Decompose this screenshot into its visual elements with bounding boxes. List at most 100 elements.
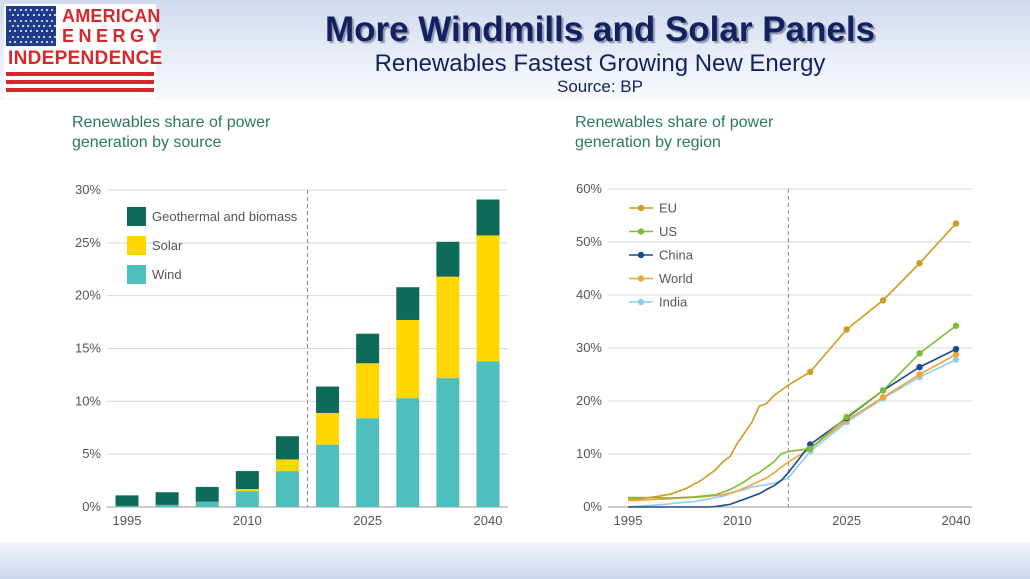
- legend-label: Wind: [152, 267, 182, 282]
- footer-band: [0, 542, 1030, 579]
- flag-star: [30, 9, 33, 11]
- logo: AMERICAN ENERGY INDEPENDENCE: [4, 4, 162, 98]
- point-eu: [843, 326, 850, 333]
- point-india: [952, 356, 960, 363]
- y-tick-label: 20%: [75, 288, 101, 303]
- flag-star: [24, 30, 27, 33]
- logo-text-line3: INDEPENDENCE: [8, 48, 163, 69]
- flag-star: [51, 30, 54, 33]
- point-world: [879, 394, 887, 401]
- bar-segment-geothermal-and-biomass: [396, 287, 420, 320]
- flag-star: [22, 24, 25, 27]
- legend-label: US: [659, 224, 677, 239]
- flag-star: [48, 24, 51, 27]
- flag-star: [27, 35, 30, 38]
- flag-star: [32, 35, 35, 38]
- flag-star: [46, 19, 49, 22]
- x-tick-label: 2040: [474, 513, 503, 528]
- bar-segment-geothermal-and-biomass: [115, 495, 139, 506]
- flag-star: [24, 9, 27, 11]
- point-eu: [916, 260, 923, 267]
- bar-segment-geothermal-and-biomass: [476, 199, 500, 236]
- bar-segment-wind: [476, 361, 500, 507]
- flag-star: [9, 30, 11, 33]
- legend-marker: [637, 298, 645, 306]
- us-flag-icon: [6, 6, 56, 46]
- point-eu: [879, 297, 887, 304]
- y-tick-label: 5%: [82, 446, 101, 461]
- flag-star: [35, 19, 38, 22]
- flag-star: [51, 9, 54, 11]
- bar-segment-geothermal-and-biomass: [195, 486, 219, 502]
- point-china: [916, 363, 923, 371]
- flag-star: [16, 14, 19, 17]
- flag-star: [48, 35, 51, 38]
- legend-swatch: [127, 236, 146, 255]
- bar-segment-wind: [155, 504, 179, 507]
- legend-swatch: [127, 207, 146, 226]
- y-tick-label: 10%: [75, 393, 101, 408]
- y-tick-label: 25%: [75, 235, 101, 250]
- flag-star: [30, 40, 33, 43]
- legend-label: India: [659, 295, 688, 310]
- flag-star: [35, 9, 38, 11]
- point-us: [952, 322, 960, 329]
- line-india: [627, 358, 957, 508]
- flag-star: [48, 14, 51, 17]
- y-tick-label: 40%: [576, 287, 602, 302]
- bar-segment-wind: [115, 505, 139, 507]
- source-note: Source: BP: [557, 77, 643, 96]
- flag-star: [19, 9, 22, 11]
- flag-star: [32, 24, 35, 27]
- legend-marker: [637, 275, 645, 282]
- line-us: [628, 325, 957, 499]
- bar-segment-geothermal-and-biomass: [436, 241, 460, 277]
- flag-star: [22, 35, 25, 38]
- y-tick-label: 30%: [576, 340, 602, 355]
- point-eu: [952, 220, 960, 227]
- flag-star: [24, 40, 27, 43]
- chart-title-by-source: Renewables share of power generation by …: [72, 114, 271, 151]
- flag-star: [46, 40, 49, 43]
- y-tick-label: 10%: [576, 446, 602, 461]
- header-band: [0, 0, 1030, 100]
- legend-swatch: [127, 265, 146, 284]
- y-tick-label: 15%: [75, 341, 101, 356]
- bar-segment-solar: [396, 319, 420, 399]
- x-tick-label: 1995: [113, 513, 142, 528]
- flag-star: [43, 24, 46, 27]
- point-us: [807, 445, 814, 452]
- bar-segment-solar: [436, 276, 460, 379]
- page-subtitle: Renewables Fastest Growing New Energy: [374, 50, 826, 77]
- bar-segment-wind: [356, 418, 380, 507]
- flag-star: [43, 35, 46, 38]
- point-us: [916, 350, 923, 357]
- flag-star: [35, 40, 38, 43]
- x-tick-label: 1995: [614, 513, 643, 528]
- flag-star: [53, 14, 56, 17]
- logo-stripe: [6, 72, 154, 76]
- x-tick-label: 2010: [233, 513, 262, 528]
- flag-star: [14, 9, 17, 11]
- y-tick-label: 30%: [75, 182, 101, 197]
- flag-star: [35, 30, 38, 33]
- flag-star: [11, 35, 14, 38]
- bar-segment-solar: [316, 412, 340, 445]
- flag-star: [40, 40, 43, 43]
- bar-segment-solar: [476, 235, 500, 362]
- flag-star: [40, 30, 43, 33]
- point-us: [879, 387, 887, 394]
- legend-label: Geothermal and biomass: [152, 209, 298, 224]
- logo-stripe: [6, 80, 154, 84]
- flag-star: [43, 14, 46, 17]
- flag-star: [14, 19, 17, 22]
- bar-segment-geothermal-and-biomass: [275, 436, 299, 460]
- flag-star: [14, 30, 17, 33]
- flag-star: [9, 9, 11, 11]
- flag-star: [11, 14, 14, 17]
- point-china: [952, 345, 960, 353]
- line-eu: [627, 222, 957, 500]
- flag-star: [24, 19, 27, 22]
- x-tick-label: 2010: [723, 513, 752, 528]
